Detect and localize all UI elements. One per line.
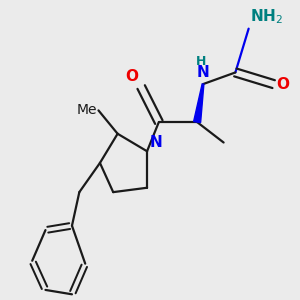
Text: N: N — [196, 65, 209, 80]
Text: O: O — [125, 69, 138, 84]
Text: H: H — [196, 55, 207, 68]
Text: NH$_2$: NH$_2$ — [250, 7, 283, 26]
Text: Me: Me — [76, 103, 97, 117]
Text: O: O — [277, 76, 290, 92]
Polygon shape — [194, 84, 204, 123]
Text: N: N — [149, 135, 162, 150]
